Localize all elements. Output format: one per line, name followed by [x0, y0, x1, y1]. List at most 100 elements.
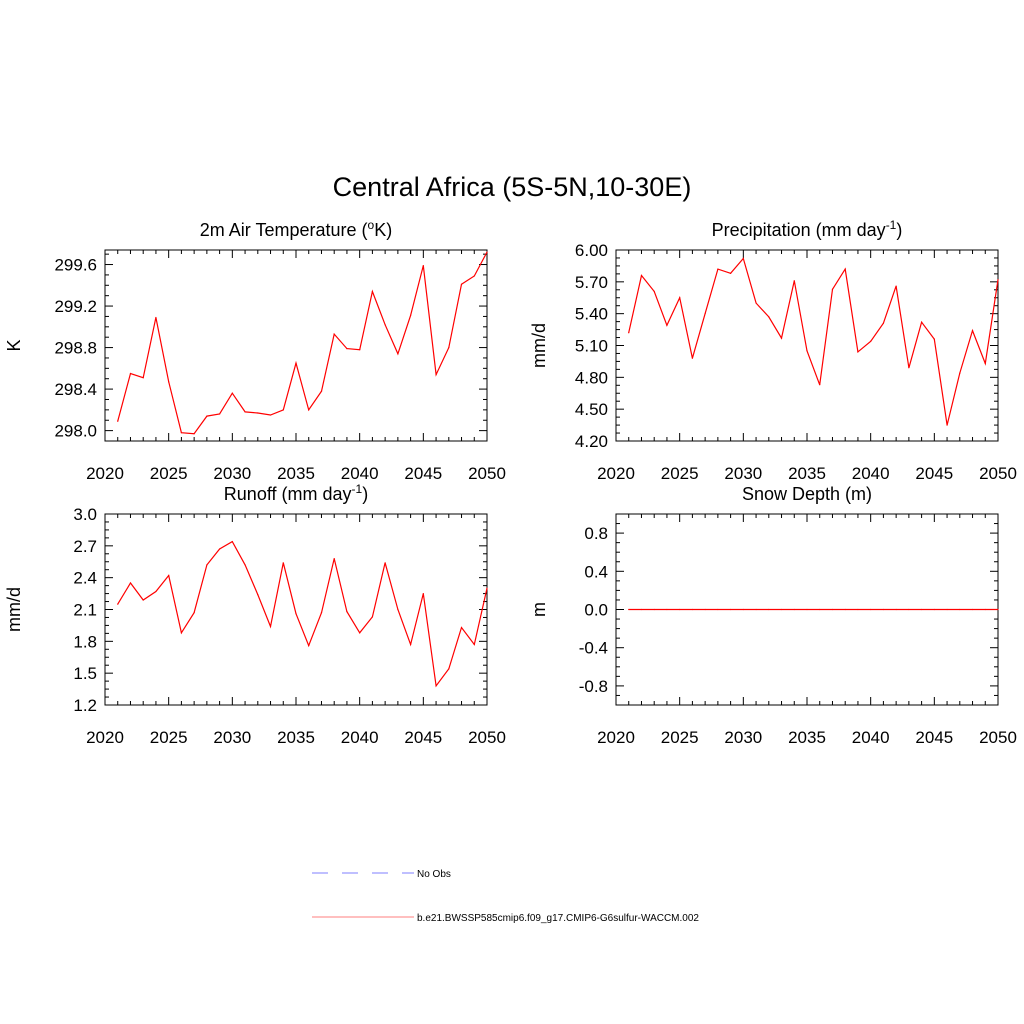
data-point	[333, 333, 335, 335]
data-point	[155, 590, 157, 593]
y-tick-label: 5.70	[575, 273, 608, 292]
panel-air-temperature: 2020 2025 2030 2035 2040 2045 2050 298.0 298.4 29…	[4, 218, 506, 483]
data-point	[244, 564, 246, 566]
y-axis-label: mm/d	[529, 323, 549, 368]
panel-title-superscript: -1	[886, 218, 897, 232]
data-point	[295, 613, 297, 615]
panel-title-superscript: -1	[352, 482, 363, 496]
data-point	[742, 257, 744, 260]
data-point	[933, 338, 935, 340]
series-line	[117, 251, 488, 435]
data-point	[717, 608, 719, 611]
x-tick-label: 2025	[661, 728, 699, 747]
x-tick-label: 2030	[213, 464, 251, 483]
x-tick-label: 2025	[150, 728, 188, 747]
data-point	[742, 608, 744, 611]
data-point	[410, 314, 412, 316]
data-point	[946, 608, 948, 611]
data-point	[780, 608, 783, 611]
panel-title-main: Precipitation (mm day	[712, 220, 886, 240]
data-point	[895, 285, 897, 287]
x-tick-label: 2050	[468, 464, 506, 483]
data-point	[666, 608, 668, 611]
data-point	[882, 608, 885, 611]
data-point	[397, 608, 399, 611]
data-point	[333, 557, 335, 560]
data-point	[870, 340, 872, 342]
data-point	[730, 272, 732, 274]
x-tick-label: 2020	[86, 728, 124, 747]
data-point	[997, 279, 999, 281]
data-point	[882, 322, 885, 324]
panel-precipitation: 2020 2025 2030 2035 2040 2045 2050 4.20 4.50 4.80…	[529, 218, 1017, 483]
x-tick-label: 2030	[724, 464, 762, 483]
data-point	[384, 562, 386, 564]
data-point	[371, 616, 373, 618]
x-tick-label: 2040	[341, 728, 379, 747]
data-point	[359, 632, 361, 634]
data-point	[295, 362, 297, 364]
data-point	[857, 608, 859, 611]
data-point	[486, 587, 488, 589]
data-point	[768, 608, 770, 611]
data-point	[397, 353, 399, 355]
x-tick-label: 2035	[788, 728, 826, 747]
panel-title: Runoff (mm day-1)	[224, 482, 368, 504]
data-point	[269, 625, 272, 628]
legend-label-model: b.e21.BWSSP585cmip6.f09_g17.CMIP6-G6sulf…	[417, 913, 699, 924]
x-tick-label: 2025	[150, 464, 188, 483]
data-point	[460, 283, 463, 285]
panel-title: 2m Air Temperature (oK)	[200, 218, 392, 240]
data-point	[959, 372, 961, 374]
y-tick-label: 5.10	[575, 337, 608, 356]
data-point	[219, 548, 221, 550]
data-point	[653, 608, 655, 611]
data-point	[371, 290, 373, 293]
data-point	[168, 574, 170, 577]
data-point	[691, 608, 694, 611]
x-tick-label: 2050	[979, 464, 1017, 483]
data-point	[640, 608, 643, 611]
panel-title-suffix: )	[362, 484, 368, 504]
data-point	[908, 367, 910, 369]
data-point	[219, 413, 221, 415]
data-point	[679, 608, 681, 611]
x-tick-label: 2020	[597, 464, 635, 483]
y-tick-label: 299.2	[54, 297, 97, 316]
x-tick-label: 2030	[213, 728, 251, 747]
plot-frame	[104, 513, 488, 706]
panel-title: Snow Depth (m)	[742, 484, 872, 504]
data-point	[921, 321, 923, 323]
data-point	[755, 608, 757, 611]
data-point	[666, 324, 668, 326]
data-point	[717, 268, 719, 270]
data-point	[793, 608, 795, 611]
x-tick-label: 2050	[468, 728, 506, 747]
y-tick-label: 1.2	[73, 696, 97, 715]
data-point	[320, 612, 323, 614]
data-point	[282, 562, 284, 564]
data-point	[142, 599, 144, 601]
data-point	[359, 349, 361, 351]
data-point	[422, 264, 424, 267]
data-point	[831, 608, 834, 611]
series-line	[117, 540, 488, 688]
data-point	[921, 608, 923, 611]
data-point	[422, 592, 424, 595]
data-point	[308, 409, 310, 411]
data-point	[117, 603, 119, 605]
y-tick-label: 3.0	[73, 505, 97, 524]
data-point	[117, 420, 119, 422]
y-tick-label: 298.0	[54, 422, 97, 441]
data-point	[831, 288, 834, 290]
data-point	[142, 377, 144, 379]
x-tick-label: 2045	[915, 464, 953, 483]
data-point	[282, 409, 284, 411]
data-point	[844, 268, 846, 270]
y-tick-label: 4.50	[575, 400, 608, 419]
data-point	[768, 316, 770, 318]
data-point	[870, 608, 872, 611]
x-tick-label: 2050	[979, 728, 1017, 747]
x-tick-label: 2040	[852, 728, 890, 747]
data-point	[269, 414, 272, 416]
